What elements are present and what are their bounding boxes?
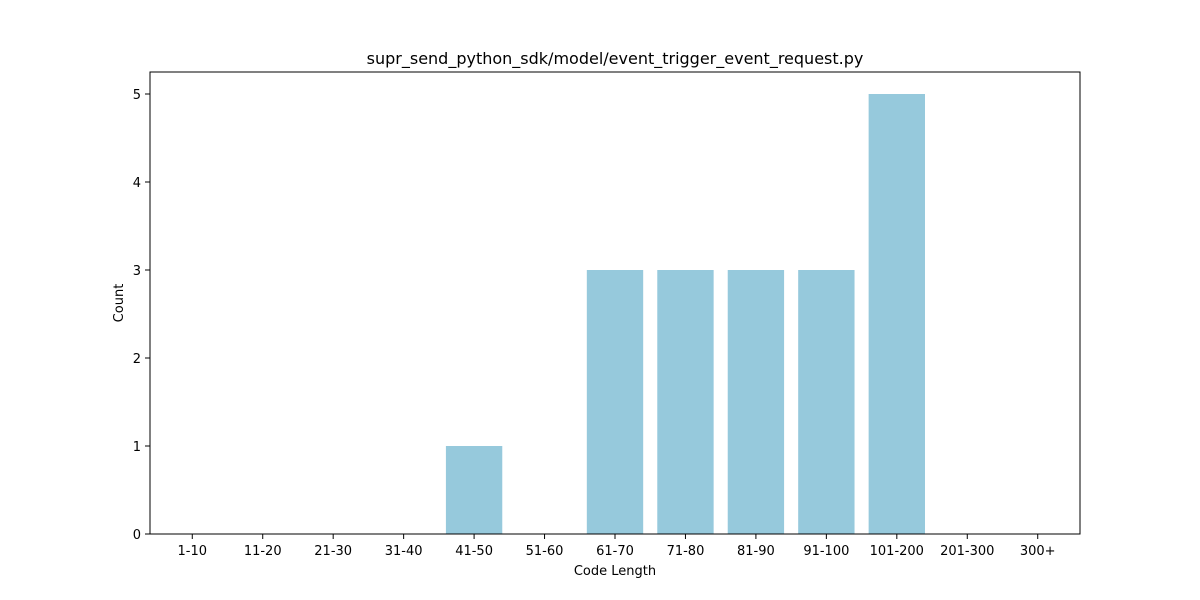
y-tick-label: 2: [133, 352, 141, 367]
x-tick-label: 21-30: [314, 544, 352, 559]
x-tick-label: 101-200: [870, 544, 924, 559]
bar-71-80: [657, 270, 714, 534]
x-tick-label: 71-80: [667, 544, 705, 559]
x-tick-label: 11-20: [244, 544, 282, 559]
x-tick-label: 91-100: [803, 544, 849, 559]
x-tick-label: 61-70: [596, 544, 634, 559]
y-axis-title: Count: [112, 284, 127, 323]
x-tick-label: 300+: [1020, 544, 1056, 559]
bar-101-200: [868, 94, 925, 534]
y-tick-label: 3: [133, 264, 141, 279]
x-tick-label: 31-40: [385, 544, 423, 559]
x-tick-label: 1-10: [178, 544, 208, 559]
bars-group: [445, 94, 925, 534]
y-axis: 0 1 2 3 4 5: [133, 88, 150, 543]
y-tick-label: 5: [133, 88, 141, 103]
bar-81-90: [727, 270, 785, 534]
x-axis: 1-10 11-20 21-30 31-40 41-50 51-60 61-70 71-80 8…: [178, 534, 1056, 559]
y-tick-label: 0: [133, 528, 141, 543]
bar-41-50: [445, 446, 503, 534]
bar-61-70: [586, 270, 644, 534]
y-tick-label: 1: [133, 440, 141, 455]
y-tick-label: 4: [133, 176, 141, 191]
chart-title: supr_send_python_sdk/model/event_trigger…: [367, 49, 864, 69]
bar-91-100: [798, 270, 855, 534]
x-tick-label: 81-90: [737, 544, 775, 559]
x-tick-label: 41-50: [455, 544, 493, 559]
x-tick-label: 201-300: [940, 544, 994, 559]
x-tick-label: 51-60: [526, 544, 564, 559]
x-axis-title: Code Length: [574, 564, 656, 579]
